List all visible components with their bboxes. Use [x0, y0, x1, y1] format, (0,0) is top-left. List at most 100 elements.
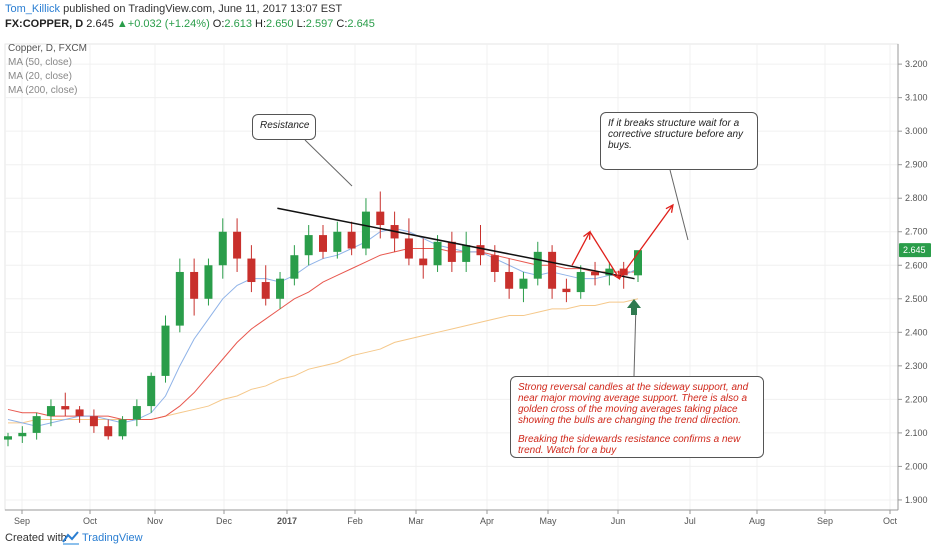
candle-body	[419, 258, 428, 266]
last-price-tag	[899, 243, 931, 258]
x-tick-label: Jul	[684, 516, 696, 526]
footer: Created with TradingView	[0, 528, 932, 550]
change-up-icon: ▲	[116, 18, 128, 30]
candle-body	[562, 288, 571, 293]
ma200-path	[8, 298, 639, 424]
candle-body	[462, 245, 471, 262]
candle-body	[505, 271, 514, 289]
drawings	[277, 139, 689, 377]
price-chart[interactable]: 3.200 3.100 3.000 2.900 2.800 2.700 2.600 2.500…	[0, 34, 932, 528]
open-value: 2.613	[224, 18, 252, 30]
candle-body	[261, 282, 270, 299]
x-tick-label: Sep	[817, 516, 833, 526]
candle-body	[519, 278, 528, 289]
projection-segment	[589, 231, 620, 280]
chart-header: Tom_Killick published on TradingView.com…	[0, 0, 932, 34]
symbol-label: FX:COPPER, D	[5, 18, 84, 30]
candle-body	[533, 251, 542, 279]
price-change: +0.032 (+1.24%)	[127, 18, 210, 30]
last-price: 2.645	[86, 18, 114, 30]
x-tick-label: Oct	[83, 516, 98, 526]
y-tick-label: 3.100	[905, 93, 928, 103]
candle-body	[89, 416, 98, 427]
green-up-arrow-icon	[627, 299, 641, 315]
candle-body	[18, 432, 27, 437]
y-tick-label: 2.700	[905, 227, 928, 237]
high-label: H:	[255, 18, 267, 30]
time-axis[interactable]: Sep Oct Nov Dec 2017 Feb Mar Apr May Jun Jul Aug Sep…	[5, 509, 898, 526]
candle-body	[476, 245, 485, 256]
author-link[interactable]: Tom_Killick	[5, 3, 61, 15]
candle-body	[147, 375, 156, 407]
candle-body	[161, 325, 170, 376]
candle-body	[233, 231, 242, 259]
high-value: 2.650	[266, 18, 294, 30]
x-tick-label: Aug	[749, 516, 765, 526]
publish-text: published on TradingView.com, June 11, 2…	[63, 3, 343, 15]
ma200-line	[8, 298, 639, 424]
reversal-note: Strong reversal candles at the sideway s…	[510, 376, 764, 458]
tradingview-brand[interactable]: TradingView	[82, 532, 143, 544]
y-tick-label: 3.000	[905, 126, 928, 136]
x-tick-label: Mar	[408, 516, 424, 526]
x-tick-label: Oct	[883, 516, 898, 526]
resistance-trendline	[277, 207, 635, 280]
candle-body	[605, 268, 614, 276]
structure-pointer	[669, 169, 689, 241]
candle-body	[333, 231, 342, 252]
candle-body	[447, 241, 456, 262]
ma50-path	[7, 248, 638, 420]
legend-ma200[interactable]: MA (200, close)	[8, 85, 78, 96]
plot-frame	[4, 43, 899, 511]
x-tick-label: Dec	[216, 516, 233, 526]
resistance-note-text: Resistance	[260, 120, 310, 131]
structure-note: If it breaks structure wait for a correc…	[600, 112, 758, 170]
candle-body	[118, 419, 127, 437]
y-tick-label: 3.200	[905, 59, 928, 69]
x-tick-label: Nov	[147, 516, 164, 526]
y-tick-label: 2.900	[905, 160, 928, 170]
x-tick-label: Apr	[480, 516, 494, 526]
candle-body	[404, 238, 413, 259]
x-tick-label: 2017	[277, 516, 297, 526]
x-tick-label: May	[539, 516, 557, 526]
y-tick-label: 2.500	[905, 294, 928, 304]
candle-body	[347, 231, 356, 249]
resistance-note: Resistance	[252, 114, 316, 140]
candle-body	[591, 271, 600, 276]
candle-body	[319, 235, 327, 252]
candle-body	[32, 416, 41, 433]
last-price-tag-label: 2.645	[903, 245, 926, 255]
candle-body	[75, 409, 84, 417]
candle-body	[290, 255, 299, 279]
low-value: 2.597	[305, 18, 334, 30]
candle-body	[247, 258, 256, 283]
price-axis[interactable]: 3.200 3.100 3.000 2.900 2.800 2.700 2.600 2.500…	[897, 44, 931, 510]
x-tick-label: Feb	[347, 516, 363, 526]
candle-body	[276, 278, 285, 299]
ma50-line	[7, 248, 638, 420]
tradingview-logo-icon[interactable]	[62, 530, 80, 546]
close-label: C:	[336, 18, 348, 30]
open-label: O:	[212, 18, 225, 30]
projection-segment	[571, 231, 591, 266]
projection-arrowhead	[612, 270, 621, 280]
grid	[4, 43, 899, 511]
candle-body	[304, 235, 313, 256]
x-tick-label: Sep	[14, 516, 30, 526]
candle-body	[361, 211, 370, 249]
resistance-pointer	[304, 139, 353, 187]
candle-body	[61, 406, 70, 410]
x-tick-label: Jun	[611, 516, 626, 526]
reversal-note-text-1: Strong reversal candles at the sideway s…	[518, 382, 749, 426]
candle-body	[490, 255, 499, 272]
y-tick-label: 2.800	[905, 193, 928, 203]
legend-ma20[interactable]: MA (20, close)	[8, 71, 72, 82]
candle-body	[218, 231, 227, 266]
y-tick-label: 2.100	[905, 428, 928, 438]
candle-body	[204, 265, 213, 299]
candle-body	[190, 271, 199, 299]
legend-ma50[interactable]: MA (50, close)	[8, 57, 72, 68]
candle-body	[46, 406, 55, 417]
candle-body	[132, 406, 141, 420]
